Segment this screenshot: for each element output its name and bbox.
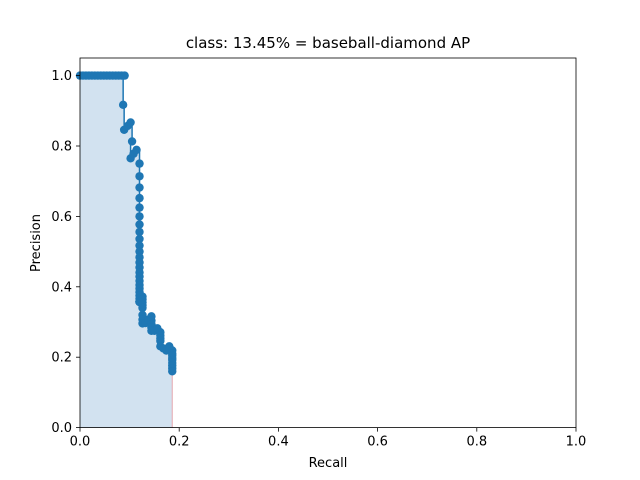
plot-fill-layer	[80, 75, 173, 428]
x-tick-label: 0.2	[169, 435, 190, 450]
data-point	[135, 241, 144, 250]
data-point	[168, 367, 177, 376]
y-tick-label: 0.2	[51, 351, 72, 366]
x-tick-label: 1.0	[566, 435, 587, 450]
chart-title: class: 13.45% = baseball-diamond AP	[186, 34, 470, 52]
plot-points-layer	[75, 71, 177, 376]
data-point	[127, 137, 137, 146]
data-point	[132, 145, 141, 155]
x-tick-label: 0.0	[70, 435, 91, 450]
data-point	[135, 203, 144, 212]
data-point	[135, 234, 144, 244]
data-point	[135, 183, 144, 192]
y-tick-label: 0.8	[51, 140, 72, 155]
y-axis: 0.0 0.2 0.4 0.6 0.8 1.0	[51, 69, 80, 436]
data-point	[135, 172, 144, 181]
data-point	[138, 303, 147, 313]
y-axis-label: Precision	[29, 214, 44, 272]
data-point	[135, 227, 144, 237]
area-under-curve	[80, 75, 173, 428]
x-tick-label: 0.4	[268, 435, 289, 450]
x-tick-label: 0.8	[466, 435, 487, 450]
data-point	[120, 71, 129, 80]
x-axis: 0.0 0.2 0.4 0.6 0.8 1.0	[70, 427, 587, 450]
data-point	[135, 212, 144, 221]
y-tick-label: 0.0	[51, 421, 72, 436]
x-tick-label: 0.6	[367, 435, 388, 450]
y-tick-label: 0.6	[51, 210, 72, 225]
x-axis-label: Recall	[309, 456, 348, 471]
data-point	[135, 193, 144, 203]
y-tick-label: 1.0	[51, 69, 72, 84]
data-point	[135, 220, 144, 229]
y-tick-label: 0.4	[51, 280, 72, 295]
data-point	[118, 100, 128, 110]
plot-frame	[79, 57, 577, 429]
data-point	[135, 159, 144, 168]
data-point	[126, 118, 135, 127]
